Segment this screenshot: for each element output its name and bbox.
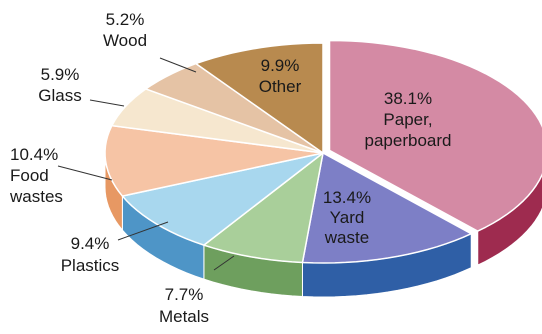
slice-percent-label: 10.4%: [10, 145, 58, 164]
slice-percent-label: 5.2%: [106, 10, 145, 29]
slice-percent-label: 7.7%: [165, 285, 204, 304]
pie-slice-3: [121, 152, 324, 246]
pie-slice-0: [328, 39, 542, 232]
slice-category-label: Glass: [38, 86, 81, 105]
slice-category-label: Metals: [159, 307, 209, 326]
pie-tops: [104, 39, 542, 264]
slice-category-label: waste: [324, 228, 369, 247]
pie-slice-6: [145, 62, 324, 154]
slice-category-label: Wood: [103, 31, 147, 50]
leader-line-4: [57, 165, 113, 181]
pie-slice-4: [104, 124, 324, 197]
slice-category-label: paperboard: [365, 131, 452, 150]
pie-slice-5: [111, 88, 324, 154]
leader-line-3: [117, 221, 169, 241]
slice-category-label: Other: [259, 77, 302, 96]
slice-category-label: wastes: [9, 187, 63, 206]
leader-line-5: [89, 99, 125, 107]
slice-percent-label: 9.9%: [261, 56, 300, 75]
pie-slice-2: [203, 152, 324, 264]
slice-category-label: Food: [10, 166, 49, 185]
leader-line-6: [159, 57, 197, 73]
leader-line-2: [213, 255, 235, 271]
pie-slice-7: [195, 42, 324, 154]
slice-category-label: Paper,: [383, 110, 432, 129]
slice-percent-label: 9.4%: [71, 234, 110, 253]
slice-category-label: Yard: [330, 208, 365, 227]
slice-percent-label: 13.4%: [323, 188, 371, 207]
slice-percent-label: 5.9%: [41, 65, 80, 84]
slice-percent-label: 38.1%: [384, 89, 432, 108]
slice-category-label: Plastics: [61, 256, 120, 275]
pie-slice-1: [301, 152, 472, 264]
